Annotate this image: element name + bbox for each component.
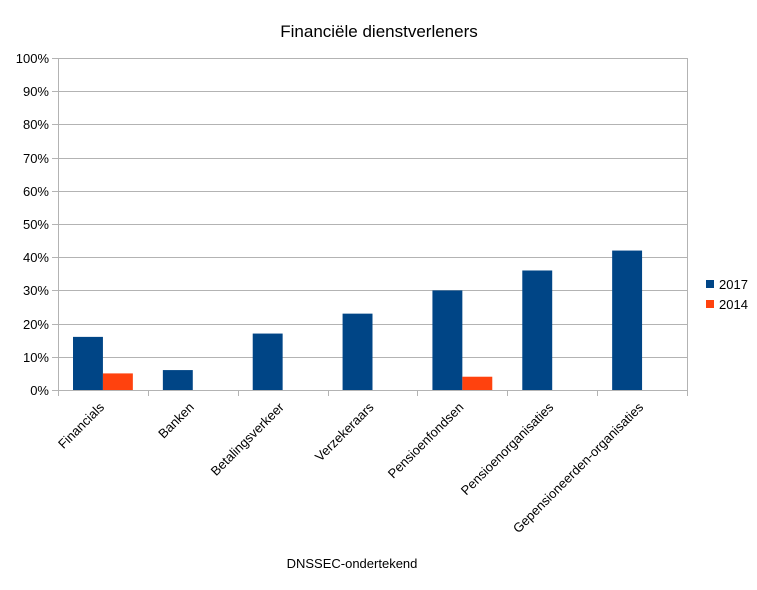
chart-title: Financiële dienstverleners: [280, 22, 478, 41]
bar-2014-financials: [102, 373, 133, 390]
bar-2017-pensioenorganisaties: [522, 270, 553, 390]
bar-2017-verzekeraars: [342, 313, 373, 390]
gridlines: [58, 58, 687, 391]
x-tick-label: Banken: [155, 400, 197, 442]
bar-2017-financials: [73, 336, 103, 390]
legend-label-2017: 2017: [719, 277, 748, 292]
x-tick-label: Financials: [55, 399, 107, 451]
y-axis-ticks: 0% 10% 20% 30% 40% 50% 60% 70% 80% 90% 100%: [16, 51, 58, 398]
y-tick-label: 70%: [23, 151, 49, 166]
y-tick-label: 40%: [23, 250, 49, 265]
y-tick-label: 90%: [23, 84, 49, 99]
x-axis-label: DNSSEC-ondertekend: [287, 556, 418, 571]
y-tick-label: 60%: [23, 184, 49, 199]
legend: 2017 2014: [706, 277, 748, 312]
legend-label-2014: 2014: [719, 297, 748, 312]
y-tick-label: 30%: [23, 283, 49, 298]
legend-swatch-2017: [706, 280, 714, 288]
y-tick-label: 80%: [23, 117, 49, 132]
y-tick-label: 0%: [30, 383, 49, 398]
x-tick-label: Verzekeraars: [312, 399, 377, 464]
y-tick-label: 10%: [23, 350, 49, 365]
bar-2017-betalingsverkeer: [252, 333, 283, 390]
y-tick-label: 50%: [23, 217, 49, 232]
x-tick-label: Pensioenorganisaties: [458, 399, 557, 498]
y-tick-label: 20%: [23, 317, 49, 332]
bars: [73, 250, 643, 390]
x-axis-ticks: Financials Banken Betalingsverkeer Verzeker…: [55, 390, 688, 536]
axes: [58, 58, 688, 391]
y-tick-label: 100%: [16, 51, 50, 66]
x-tick-label: Pensioenfondsen: [385, 400, 467, 482]
bar-2017-banken: [162, 370, 193, 390]
bar-2017-pensioenfondsen: [432, 290, 463, 390]
bar-2017-gepensioneerden-organisaties: [612, 250, 643, 390]
bar-2014-pensioenfondsen: [462, 376, 493, 390]
x-tick-label: Betalingsverkeer: [208, 399, 288, 479]
legend-swatch-2014: [706, 300, 714, 308]
